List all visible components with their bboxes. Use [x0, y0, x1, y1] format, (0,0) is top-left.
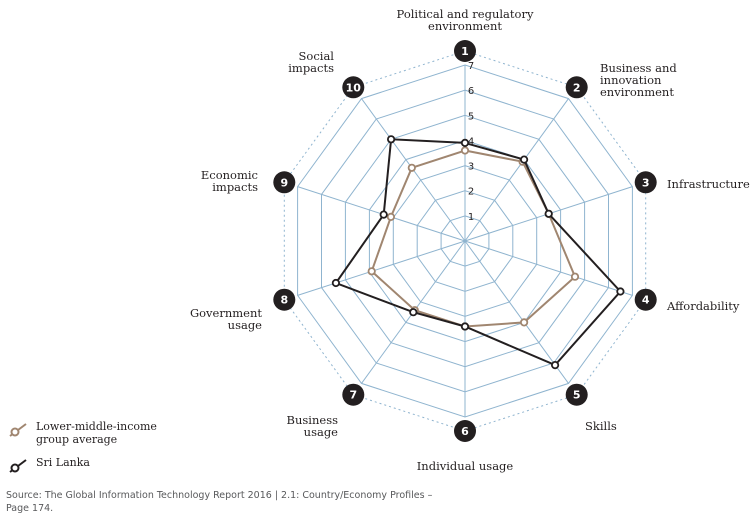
axis-badge-5: 5 — [565, 383, 588, 406]
axis-badge-4: 4 — [634, 288, 657, 311]
legend-label-lower-middle-income: Lower-middle-income group average — [36, 420, 157, 446]
tick-label-4: 4 — [468, 136, 474, 147]
axis-label-6: Individual usage — [417, 459, 514, 473]
series-2-point-3 — [544, 209, 553, 218]
tick-label-2: 2 — [468, 187, 474, 198]
axis-badge-1: 1 — [454, 40, 476, 62]
series-1-point-5 — [519, 318, 529, 327]
legend-swatch-sri-lanka — [9, 459, 27, 473]
axis-badge-circle-7 — [342, 383, 365, 406]
grid-spoke-5 — [464, 240, 569, 384]
series-2-point-7 — [409, 308, 418, 317]
axis-label-9: Economic impacts — [201, 168, 258, 194]
axis-badge-7: 7 — [342, 383, 365, 406]
axis-badge-circle-8 — [273, 288, 296, 311]
axis-badge-number-10: 10 — [346, 81, 362, 94]
series-2-point-8 — [331, 278, 340, 288]
outer-dotted-ring — [283, 50, 647, 432]
axis-badge-8: 8 — [273, 288, 296, 311]
axis-badge-circle-2 — [565, 76, 588, 99]
axis-badge-10: 10 — [342, 76, 365, 99]
axis-badge-circle-3 — [634, 171, 657, 194]
axis-label-3: Infrastructure — [667, 177, 750, 191]
series-2-point-1 — [460, 138, 470, 147]
axis-badge-circle-4 — [634, 288, 657, 311]
axis-badge-circle-9 — [273, 171, 296, 194]
axis-badge-number-1: 1 — [461, 45, 469, 58]
axis-labels: Political and regulatory environment Busin… — [190, 7, 750, 473]
series-1-point-10 — [407, 163, 416, 172]
series-2-point-4 — [616, 287, 625, 296]
axis-badge-number-3: 3 — [642, 176, 650, 189]
axis-badge-number-7: 7 — [349, 389, 357, 402]
axis-badge-circle-6 — [454, 420, 476, 442]
series-2-point-6 — [460, 322, 470, 331]
series-2-point-2 — [519, 155, 529, 164]
tick-labels: 1 2 3 4 5 6 7 — [468, 61, 474, 223]
axis-badge-number-4: 4 — [642, 294, 650, 307]
axis-badge-circle-1 — [454, 40, 476, 62]
axis-badge-number-6: 6 — [461, 425, 469, 438]
axis-label-8: Government usage — [190, 306, 262, 332]
axis-label-10: Social impacts — [288, 49, 334, 75]
grid — [283, 50, 647, 432]
grid-spoke-2 — [464, 98, 569, 242]
series-1-point-9 — [386, 212, 395, 221]
series-2-point-5 — [550, 360, 560, 370]
axis-label-7: Business usage — [287, 413, 339, 439]
tick-label-3: 3 — [468, 162, 474, 173]
axis-badge-circle-5 — [565, 383, 588, 406]
axis-badge-number-2: 2 — [573, 81, 581, 94]
axis-badge-6: 6 — [454, 420, 476, 442]
axis-label-1: Political and regulatory environment — [397, 7, 534, 33]
legend: Lower-middle-income group average Sri La… — [8, 420, 176, 484]
axis-badge-circle-10 — [342, 76, 365, 99]
axis-badge-number-5: 5 — [573, 389, 581, 402]
legend-swatch-lower-middle-income — [9, 423, 27, 437]
tick-label-1: 1 — [468, 212, 474, 223]
axis-badge-3: 3 — [634, 171, 657, 194]
axis-badge-number-9: 9 — [280, 176, 288, 189]
legend-label-sri-lanka: Sri Lanka — [36, 456, 90, 469]
series-1-point-1 — [460, 146, 470, 155]
series — [331, 135, 625, 370]
tick-label-6: 6 — [468, 86, 474, 97]
axis-badges: 1 2 3 4 5 6 7 8 9 10 — [273, 40, 657, 442]
axis-label-4: Affordability — [666, 299, 740, 313]
source-note: Source: The Global Information Technolog… — [6, 490, 433, 514]
legend-item-lower-middle-income: Lower-middle-income group average — [8, 420, 176, 446]
tick-label-7: 7 — [468, 61, 474, 72]
axis-label-2: Business and innovation environment — [600, 61, 677, 99]
axis-badge-9: 9 — [273, 171, 296, 194]
axis-badge-2: 2 — [565, 76, 588, 99]
grid-spoke-4 — [464, 240, 633, 296]
series-2-point-9 — [379, 210, 388, 219]
series-2 — [331, 135, 625, 370]
series-2-point-10 — [386, 135, 396, 144]
axis-label-5: Skills — [585, 419, 617, 433]
series-1-point-8 — [367, 267, 376, 276]
tick-label-5: 5 — [468, 111, 474, 122]
axis-badge-number-8: 8 — [280, 294, 288, 307]
legend-item-sri-lanka: Sri Lanka — [8, 456, 176, 474]
series-1-point-4 — [570, 272, 580, 281]
grid-spoke-8 — [297, 240, 466, 296]
